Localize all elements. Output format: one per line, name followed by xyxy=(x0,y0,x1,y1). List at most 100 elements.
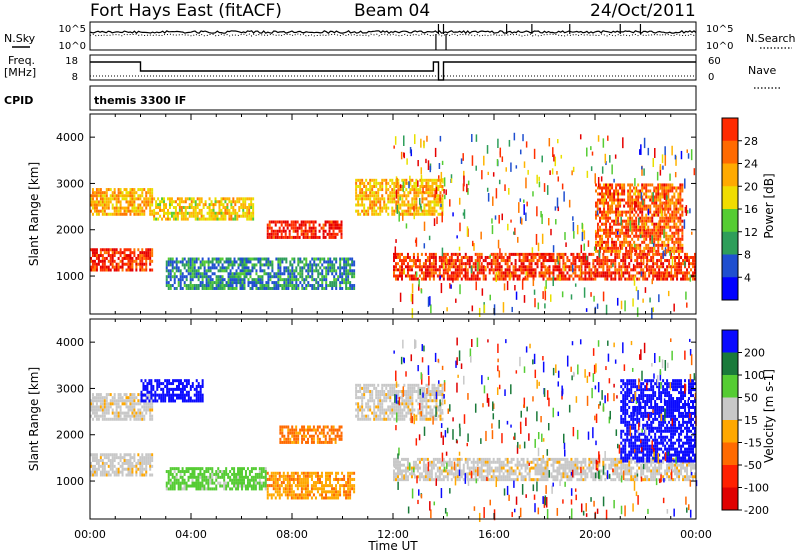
echo-cell xyxy=(191,485,193,488)
echo-cell xyxy=(393,194,395,197)
echo-cell xyxy=(675,238,677,241)
echo-cell xyxy=(639,205,641,208)
echo-cell xyxy=(148,382,150,385)
echo-cell xyxy=(397,256,399,259)
echo-cell xyxy=(151,248,153,251)
echo-cell xyxy=(425,259,427,262)
echo-cell xyxy=(141,194,143,197)
echo-cell xyxy=(277,269,279,272)
echo-cell xyxy=(224,284,226,287)
echo-cell xyxy=(106,197,108,200)
echo-cell xyxy=(550,229,552,235)
echo-cell xyxy=(655,229,657,232)
echo-cell xyxy=(666,268,668,271)
echo-cell xyxy=(634,201,636,212)
echo-cell xyxy=(415,213,417,216)
echo-cell xyxy=(127,254,129,257)
echo-cell xyxy=(210,266,212,269)
echo-cell xyxy=(521,271,523,274)
echo-cell xyxy=(343,263,345,266)
echo-cell xyxy=(196,284,198,287)
echo-cell xyxy=(211,467,213,470)
echo-cell xyxy=(293,236,295,239)
echo-cell xyxy=(129,266,131,269)
echo-cell xyxy=(582,278,584,281)
echo-cell xyxy=(94,399,96,402)
echo-cell xyxy=(102,194,104,197)
echo-cell xyxy=(169,197,171,200)
echo-cell xyxy=(122,260,124,263)
echo-cell xyxy=(104,260,106,263)
echo-cell xyxy=(244,197,246,200)
echo-cell xyxy=(353,275,355,278)
echo-cell xyxy=(427,268,429,271)
echo-cell xyxy=(259,278,261,281)
echo-cell xyxy=(558,253,560,256)
echo-cell xyxy=(206,269,208,272)
echo-cell xyxy=(100,194,102,197)
echo-cell xyxy=(240,278,242,281)
echo-cell xyxy=(145,248,147,251)
echo-cell xyxy=(679,199,681,202)
echo-cell xyxy=(401,204,403,207)
echo-cell xyxy=(531,265,533,268)
echo-cell xyxy=(180,269,182,272)
echo-cell xyxy=(662,262,664,265)
echo-cell xyxy=(94,453,96,456)
echo-cell xyxy=(339,275,341,278)
echo-cell xyxy=(195,476,197,479)
echo-cell xyxy=(467,274,469,277)
echo-cell xyxy=(597,201,599,210)
echo-cell xyxy=(323,287,325,290)
echo-cell xyxy=(176,397,178,400)
echo-cell xyxy=(191,473,193,476)
echo-cell xyxy=(106,200,108,203)
echo-cell xyxy=(102,213,104,216)
echo-cell xyxy=(406,223,408,228)
echo-cell xyxy=(433,200,435,203)
echo-cell xyxy=(647,232,649,235)
echo-cell xyxy=(129,197,131,200)
echo-cell xyxy=(433,179,435,182)
echo-cell xyxy=(523,253,525,256)
echo-cell xyxy=(680,268,682,271)
echo-cell xyxy=(333,227,335,230)
echo-cell xyxy=(98,468,100,471)
echo-cell xyxy=(173,218,175,221)
echo-cell xyxy=(606,259,608,262)
echo-cell xyxy=(228,266,230,269)
echo-cell xyxy=(659,244,661,247)
echo-cell xyxy=(485,266,487,269)
echo-cell xyxy=(595,230,597,234)
echo-cell xyxy=(92,456,94,459)
echo-cell xyxy=(599,229,601,232)
echo-cell xyxy=(636,262,638,265)
echo-cell xyxy=(183,200,185,203)
echo-cell xyxy=(681,229,683,232)
echo-cell xyxy=(508,188,510,195)
echo-cell xyxy=(100,393,102,396)
echo-cell xyxy=(315,227,317,230)
echo-cell xyxy=(417,256,419,259)
echo-cell xyxy=(222,278,224,281)
echo-cell xyxy=(379,210,381,213)
echo-cell xyxy=(131,188,133,191)
echo-cell xyxy=(684,278,686,281)
echo-cell xyxy=(659,232,661,235)
echo-cell xyxy=(333,275,335,278)
echo-cell xyxy=(168,391,170,394)
echo-cell xyxy=(200,399,202,402)
echo-cell xyxy=(311,236,313,239)
echo-cell xyxy=(665,220,667,223)
echo-cell xyxy=(211,479,213,482)
echo-cell xyxy=(653,226,655,229)
echo-cell xyxy=(289,278,291,281)
echo-cell xyxy=(131,462,133,465)
echo-cell xyxy=(255,258,257,261)
echo-cell xyxy=(216,258,218,261)
echo-cell xyxy=(662,166,664,170)
echo-cell xyxy=(104,409,106,412)
echo-cell xyxy=(538,243,540,252)
echo-cell xyxy=(240,258,242,261)
echo-cell xyxy=(681,151,683,159)
